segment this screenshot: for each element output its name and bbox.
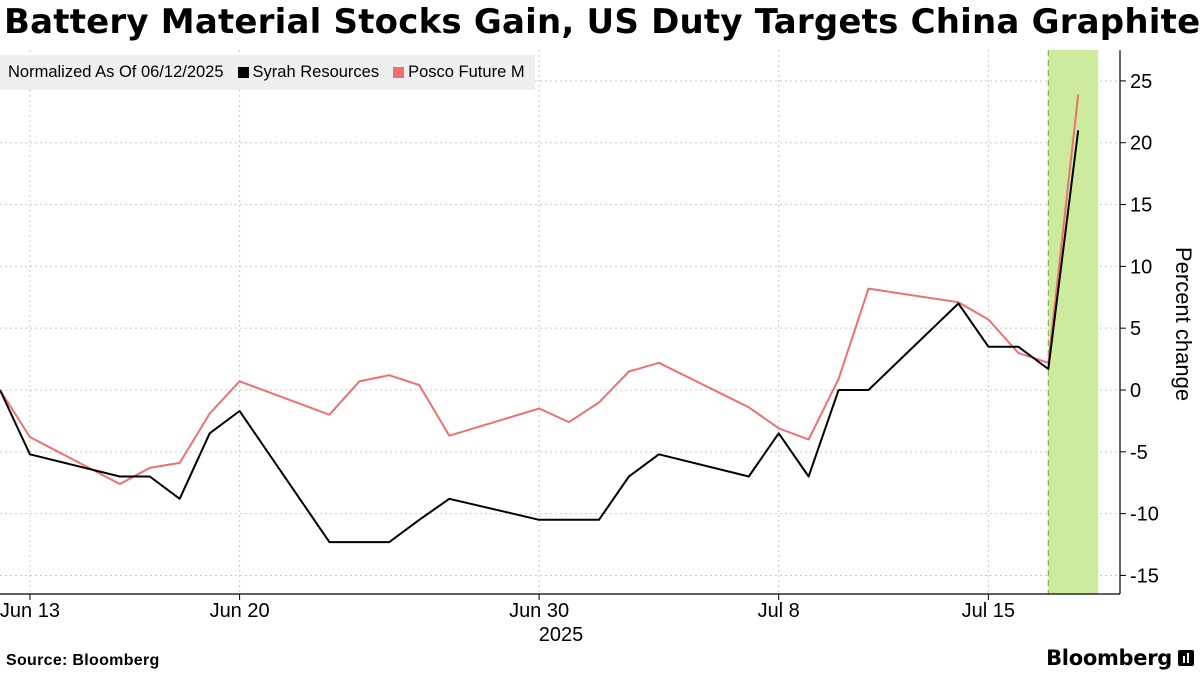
y-tick-label: 25 — [1130, 71, 1152, 93]
bloomberg-terminal-icon — [1178, 650, 1194, 666]
axes: 25 20 15 10 5 0 -5 -10 -15 Jun 13 Jun 20 Jun 30 Jul … — [0, 50, 1159, 622]
legend-label-syrah: Syrah Resources — [252, 63, 380, 81]
x-tick-label: Jul 15 — [962, 600, 1015, 622]
y-tick-label: 5 — [1130, 318, 1141, 340]
y-tick-label: 20 — [1130, 133, 1152, 155]
x-tick-label: Jun 20 — [210, 600, 270, 622]
y-tick-label: 15 — [1130, 195, 1152, 217]
source-note: Source: Bloomberg — [6, 652, 160, 669]
highlight-region — [1047, 50, 1099, 594]
legend-swatch-posco — [393, 67, 405, 78]
series-line-posco-future-m — [0, 94, 1080, 485]
y-tick-label: 10 — [1130, 256, 1152, 278]
x-tick-label: Jun 30 — [509, 600, 569, 622]
grid-lines — [0, 50, 1120, 594]
legend-item-syrah: Syrah Resources — [237, 63, 380, 82]
y-tick-label: -15 — [1130, 565, 1159, 587]
chart-title: Battery Material Stocks Gain, US Duty Ta… — [4, 2, 1200, 42]
legend-item-posco: Posco Future M — [393, 63, 525, 82]
x-tick-label: Jun 13 — [0, 600, 60, 622]
legend-swatch-syrah — [237, 67, 249, 78]
x-axis-year-label: 2025 — [539, 624, 584, 646]
legend: Normalized As Of 06/12/2025 Syrah Resour… — [0, 55, 535, 90]
x-tick-label: Jul 8 — [758, 600, 800, 622]
series-lines — [0, 94, 1080, 544]
y-tick-label: -5 — [1130, 442, 1148, 464]
y-tick-label: 0 — [1130, 380, 1141, 402]
brand-logo: Bloomberg — [1046, 646, 1194, 670]
series-line-syrah-resources — [0, 130, 1080, 544]
legend-title: Normalized As Of 06/12/2025 — [8, 63, 224, 81]
y-axis-label: Percent change — [1171, 247, 1196, 401]
brand-name: Bloomberg — [1046, 646, 1172, 670]
legend-label-posco: Posco Future M — [408, 63, 525, 81]
y-tick-label: -10 — [1130, 504, 1159, 526]
